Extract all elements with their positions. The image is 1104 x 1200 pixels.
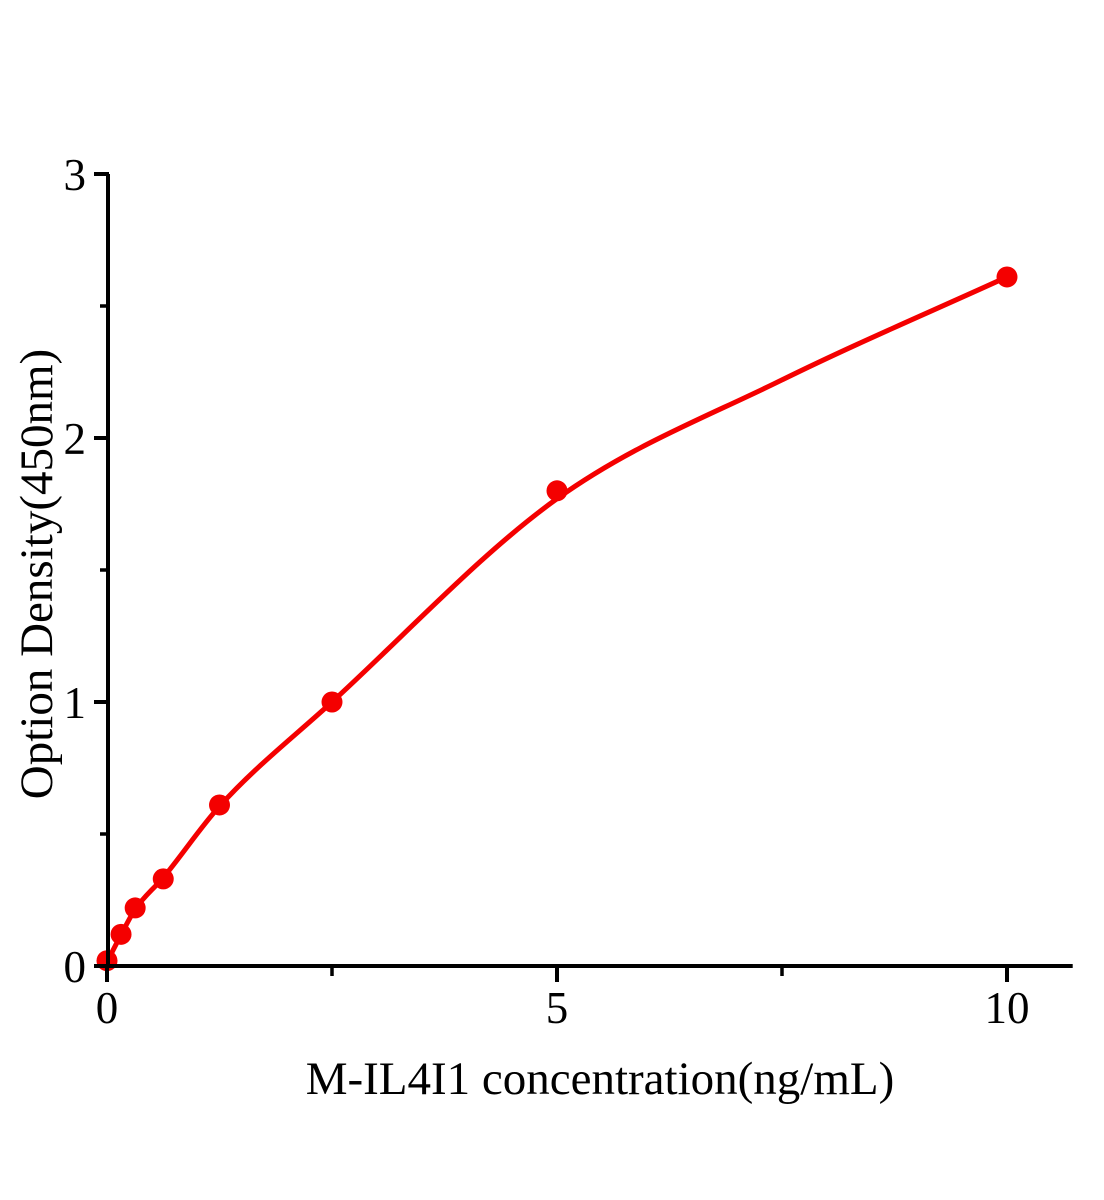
data-point-5	[321, 691, 343, 713]
data-point-6	[546, 480, 568, 502]
x-tick-label-10: 10	[985, 983, 1030, 1033]
x-tick-label-5: 5	[546, 983, 569, 1033]
y-tick-label-2: 2	[64, 414, 87, 464]
data-point-4	[209, 794, 230, 816]
data-point-2	[124, 897, 146, 919]
y-tick-label-3: 3	[64, 150, 87, 200]
data-point-3	[152, 868, 174, 890]
x-tick-label-0: 0	[96, 983, 119, 1033]
y-axis-title: Option Density(450nm)	[11, 349, 63, 799]
x-axis-title: M-IL4I1 concentration(ng/mL)	[306, 1053, 895, 1105]
y-tick-label-1: 1	[64, 678, 87, 728]
data-point-7	[996, 266, 1018, 288]
data-point-1	[110, 923, 132, 945]
y-tick-label-0: 0	[64, 942, 87, 992]
fit-curve-line	[104, 274, 1010, 965]
